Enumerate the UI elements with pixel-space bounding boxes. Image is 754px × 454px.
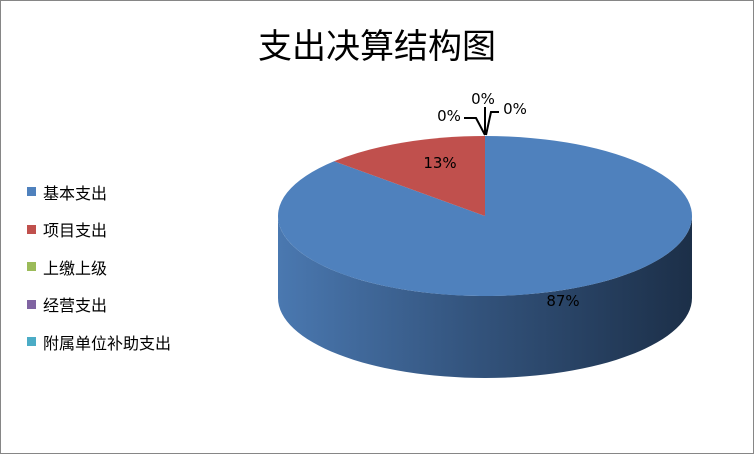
leader-line — [464, 117, 486, 136]
data-label: 0% — [471, 90, 495, 108]
legend-label: 附属单位补助支出 — [43, 333, 172, 353]
legend-label: 项目支出 — [43, 221, 108, 241]
legend-item: 项目支出 — [27, 211, 171, 249]
leader-line — [485, 111, 499, 136]
legend-swatch — [27, 337, 36, 347]
legend-swatch — [27, 187, 36, 197]
legend-item: 上缴上级 — [27, 248, 171, 286]
legend-item: 基本支出 — [27, 173, 171, 211]
legend-label: 基本支出 — [43, 183, 108, 203]
legend-item: 经营支出 — [27, 286, 171, 324]
data-label: 87% — [546, 292, 579, 310]
legend-swatch — [27, 299, 36, 309]
data-label: 13% — [423, 154, 456, 172]
legend-swatch — [27, 262, 36, 272]
data-label: 0% — [503, 100, 527, 118]
chart-title: 支出决算结构图 — [258, 27, 496, 67]
legend-label: 上缴上级 — [43, 258, 108, 278]
pie-slice — [334, 136, 485, 216]
data-label: 0% — [437, 107, 461, 125]
legend: 基本支出项目支出上缴上级经营支出附属单位补助支出 — [27, 173, 171, 361]
legend-swatch — [27, 224, 36, 234]
legend-label: 经营支出 — [43, 296, 108, 316]
pie-side-wall — [278, 216, 692, 378]
legend-item: 附属单位补助支出 — [27, 323, 171, 361]
